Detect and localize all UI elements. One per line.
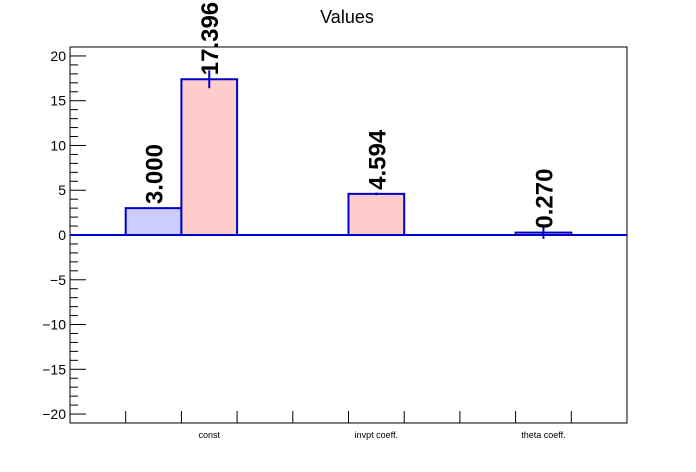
y-tick-label: −5	[50, 272, 66, 288]
bar	[180, 78, 239, 237]
y-axis: −20 −15 −10 −5 0 5 10 15 20	[42, 48, 86, 422]
data-label: 4.594	[364, 129, 391, 190]
y-tick-label: 0	[58, 227, 66, 243]
data-label: 3.000	[142, 144, 169, 204]
y-tick-label: −10	[42, 317, 66, 333]
chart-title: Values	[320, 7, 374, 27]
data-label: 0.270	[531, 169, 558, 229]
bars-layer	[70, 70, 627, 239]
x-tick-label: const	[198, 430, 220, 440]
data-labels-layer: 3.000 17.396 4.594 0.270	[142, 2, 559, 229]
y-tick-label: −15	[42, 361, 66, 377]
y-tick-label: 5	[58, 182, 66, 198]
bar	[347, 192, 406, 236]
x-axis: const invpt coeff. theta coeff.	[125, 411, 572, 440]
x-tick-label: invpt coeff.	[355, 430, 398, 440]
y-tick-label: 10	[50, 137, 66, 153]
bar	[124, 207, 183, 236]
y-tick-label: −20	[42, 406, 66, 422]
data-label: 17.396	[197, 2, 224, 75]
y-tick-label: 20	[50, 48, 66, 64]
y-tick-label: 15	[50, 93, 66, 109]
x-tick-label: theta coeff.	[521, 430, 565, 440]
